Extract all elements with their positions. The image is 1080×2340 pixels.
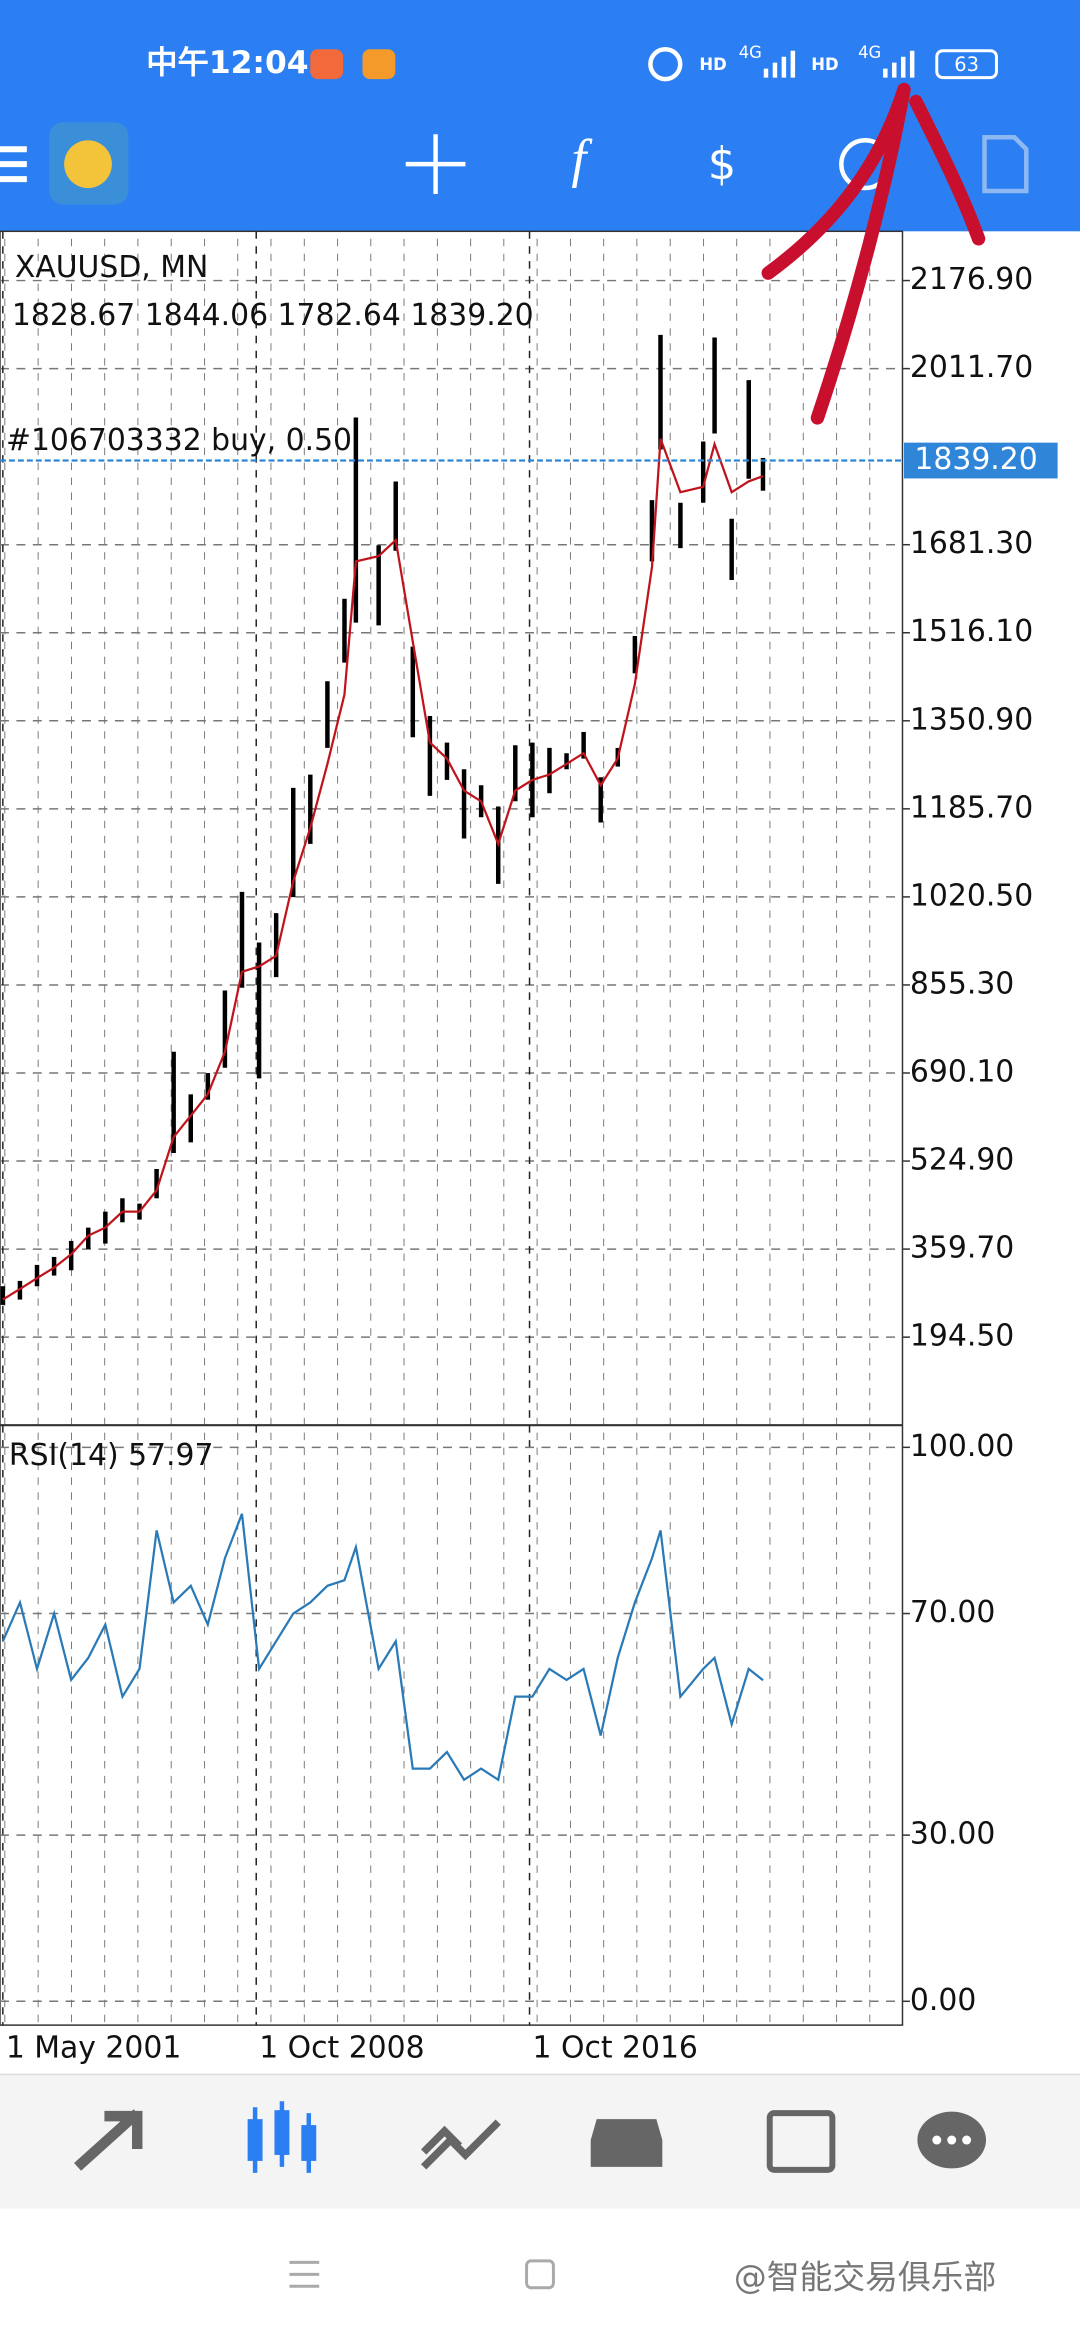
crosshair-button[interactable] (405, 134, 466, 195)
app-icon (310, 49, 344, 80)
y-tick-label: 2011.70 (910, 350, 1033, 385)
battery-level: 63 (954, 53, 979, 76)
history-tab[interactable] (590, 2119, 663, 2167)
y-tick-label: 855.30 (910, 966, 1014, 1001)
new-order-button[interactable] (982, 135, 1029, 194)
y-tick-label: 70.00 (910, 1595, 995, 1630)
moving-average (2, 438, 764, 1301)
clock: 中午12:04 (146, 45, 308, 81)
y-tick-label: 1020.50 (910, 878, 1033, 913)
rsi-line (1, 1513, 764, 1782)
time-grid (1, 232, 903, 2024)
hand-drawn-arrow (761, 82, 986, 425)
symbol-title: XAUUSD, MN (15, 250, 208, 285)
alarm-icon (648, 47, 683, 82)
hd-label: HD (699, 55, 726, 74)
app-icon (362, 49, 396, 80)
home-key[interactable] (525, 2259, 555, 2290)
price-tag (903, 442, 1058, 479)
price-tag-label: 1839.20 (914, 442, 1037, 477)
watermark: @智能交易俱乐部 (734, 2258, 996, 2296)
battery (935, 49, 998, 80)
signal-icon (763, 50, 796, 78)
x-tick-label: 1 Oct 2016 (533, 2030, 698, 2065)
trade-button[interactable]: $ (708, 137, 736, 190)
hd-label: HD (811, 55, 838, 74)
x-tick-label: 1 Oct 2008 (259, 2030, 424, 2065)
y-tick-label: 30.00 (910, 1817, 995, 1852)
news-tab[interactable] (766, 2110, 836, 2173)
y-tick-label: 100.00 (910, 1429, 1014, 1464)
y-tick-label: 690.10 (910, 1054, 1014, 1089)
rsi-title: RSI(14) 57.97 (9, 1438, 214, 1473)
quotes-tab[interactable] (74, 2109, 143, 2171)
net-label: 4G (858, 43, 881, 62)
menu-button[interactable] (0, 146, 27, 183)
y-tick-label: 2176.90 (910, 262, 1033, 297)
y-tick-label: 524.90 (910, 1143, 1014, 1178)
net-label: 4G (739, 43, 762, 62)
bottom-nav (0, 2074, 1080, 2209)
signal-icon (883, 50, 915, 78)
ohlc-label: 1828.67 1844.06 1782.64 1839.20 (12, 298, 534, 333)
y-tick-label: 194.50 (910, 1319, 1014, 1354)
x-tick-label: 1 May 2001 (6, 2030, 181, 2065)
y-tick-label: 359.70 (910, 1231, 1014, 1266)
y-tick-label: 0.00 (910, 1983, 976, 2018)
menu-key[interactable] (289, 2260, 320, 2288)
trade-tab[interactable] (421, 2119, 501, 2170)
y-tick-label: 1185.70 (910, 790, 1033, 825)
y-tick-label: 1516.10 (910, 614, 1033, 649)
chart-tab[interactable] (247, 2101, 317, 2173)
y-tick-label: 1681.30 (910, 526, 1033, 561)
y-tick-label: 1350.90 (910, 702, 1033, 737)
order-label: #106703332 buy, 0.50 (6, 423, 352, 458)
